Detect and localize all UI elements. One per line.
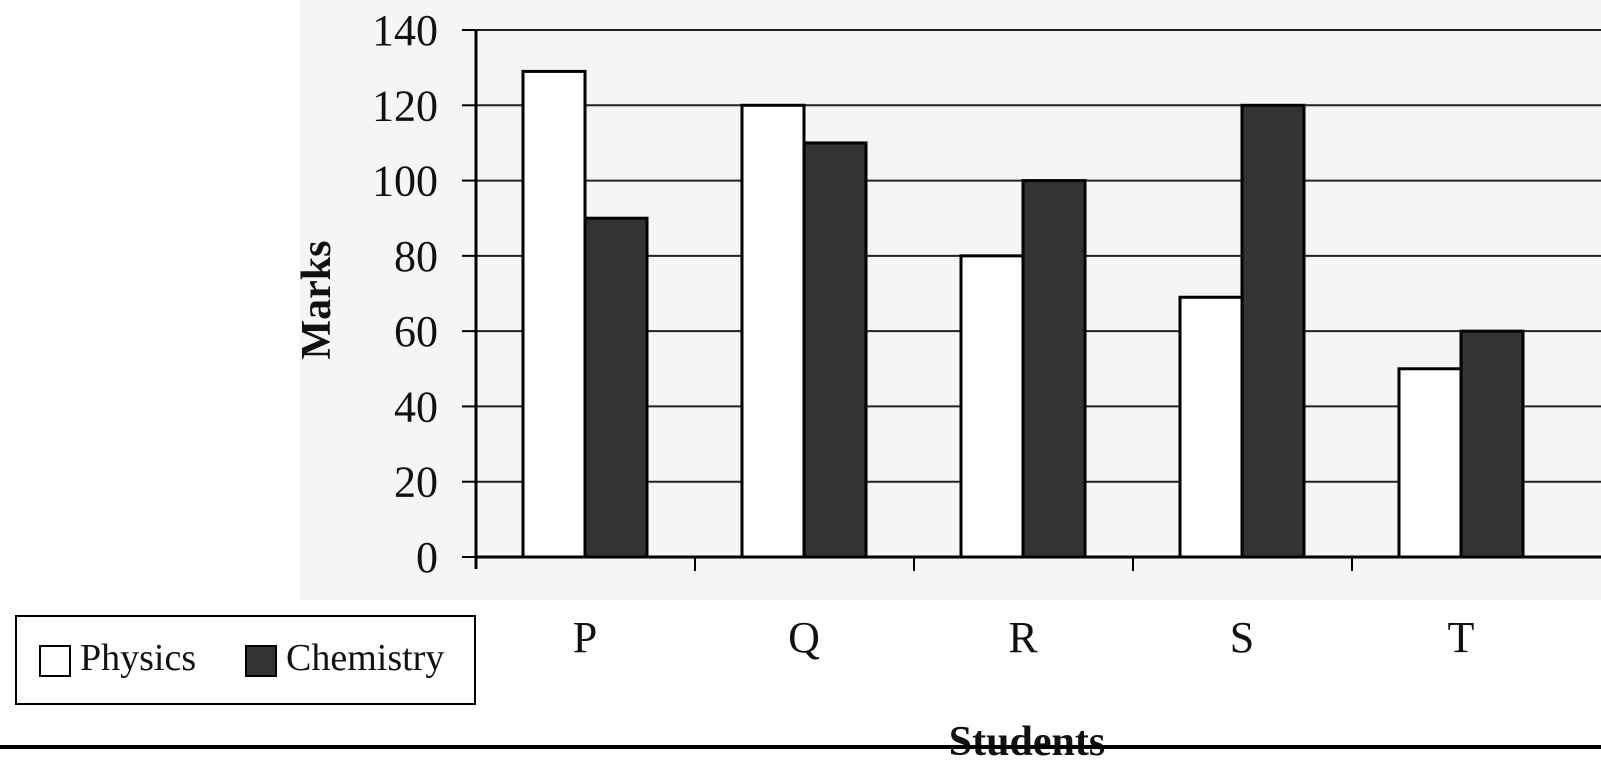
bar-physics-s	[1178, 295, 1244, 559]
bar-physics-p	[521, 69, 587, 559]
bar-chemistry-t	[1459, 329, 1525, 559]
y-tick-labels: 0 20 40 60 80 100 120 140	[372, 6, 438, 582]
x-tick-label: Q	[788, 613, 820, 662]
y-tick-label: 80	[394, 232, 438, 281]
y-tick-label: 0	[416, 533, 438, 582]
x-tick-label: S	[1230, 613, 1254, 662]
y-tick-label: 100	[372, 157, 438, 206]
y-tick-label: 60	[394, 307, 438, 356]
y-tick-label: 140	[372, 6, 438, 55]
y-tick-label: 20	[394, 458, 438, 507]
bar-physics-t	[1397, 367, 1463, 559]
legend: Physics Chemistry	[15, 615, 476, 705]
legend-label-chemistry: Chemistry	[286, 637, 444, 679]
legend-label-physics: Physics	[80, 637, 196, 679]
x-tick-label: R	[1008, 613, 1038, 662]
bar-chemistry-s	[1240, 103, 1306, 559]
legend-swatch-physics	[39, 645, 71, 677]
y-tick-label: 120	[372, 81, 438, 130]
x-axis-title: Students	[949, 719, 1105, 765]
bar-chemistry-q	[802, 141, 868, 559]
x-tick-label: T	[1448, 613, 1475, 662]
x-tick-label: P	[573, 613, 597, 662]
y-tick-label: 40	[394, 382, 438, 431]
bar-chemistry-p	[583, 216, 649, 559]
y-axis-title: Marks	[294, 241, 340, 360]
plot-outer-area	[300, 0, 1601, 600]
bar-physics-q	[740, 103, 806, 559]
x-tick-labels: P Q R S T	[573, 613, 1475, 662]
legend-swatch-chemistry	[245, 645, 277, 677]
bars	[521, 69, 1525, 559]
bar-chemistry-r	[1021, 179, 1087, 559]
bar-physics-r	[959, 254, 1025, 559]
axes	[462, 29, 1601, 571]
